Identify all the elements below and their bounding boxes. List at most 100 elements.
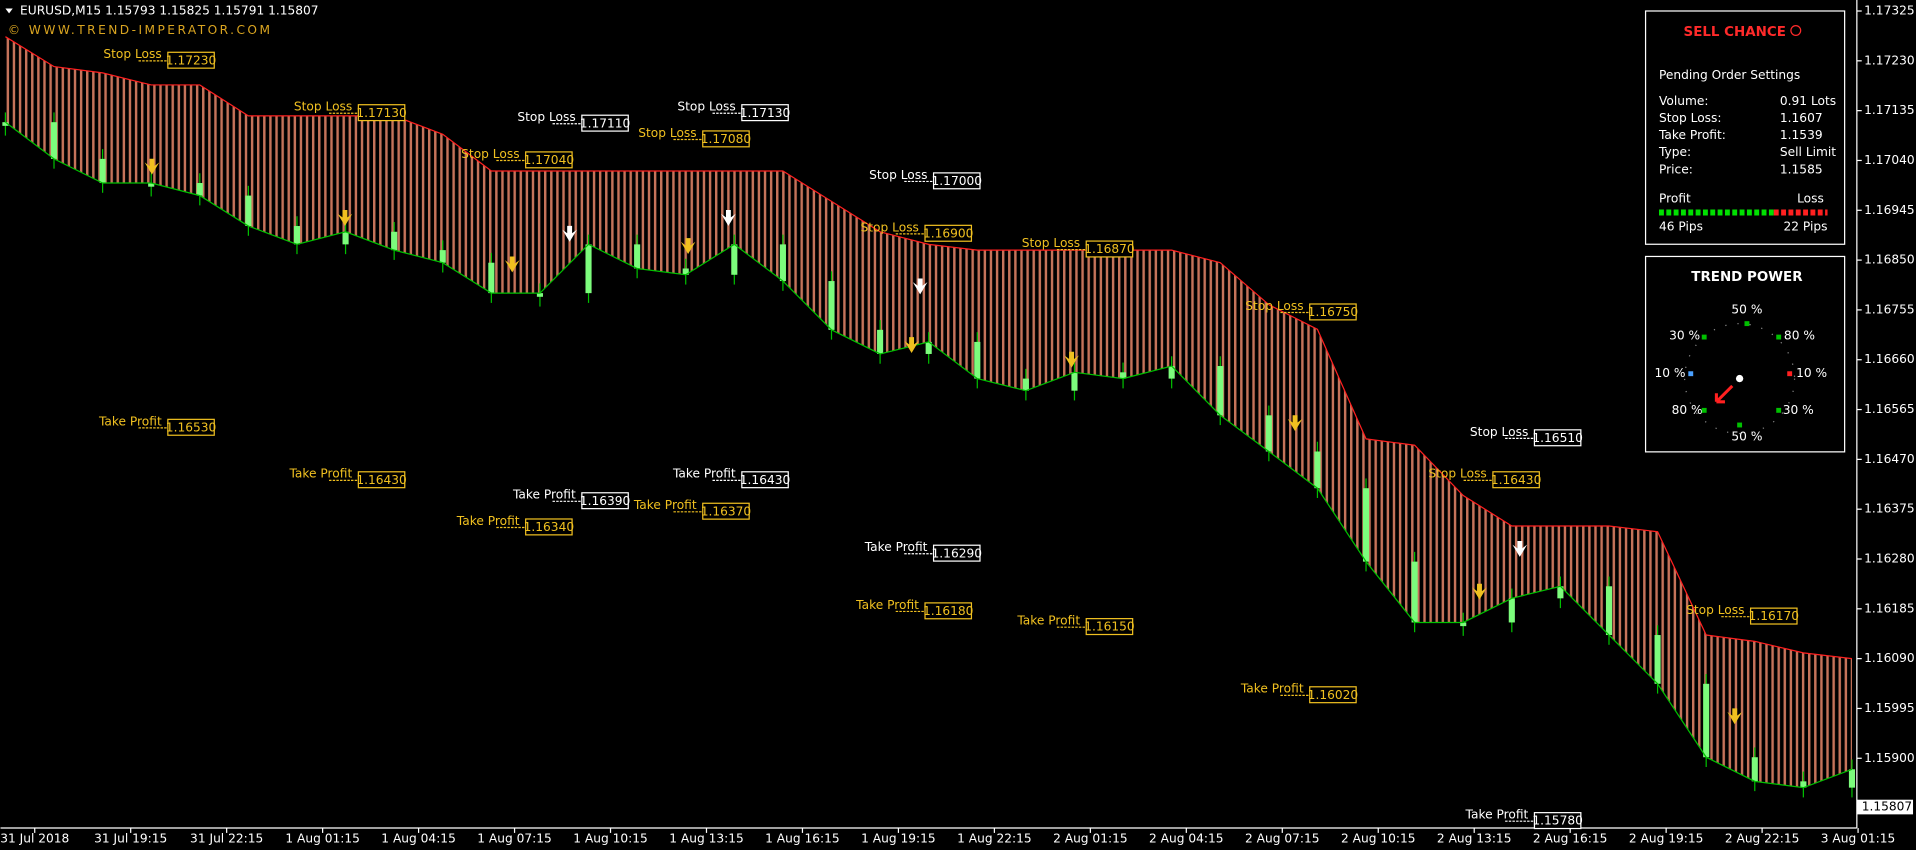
marker-label: Stop Loss [638,126,696,140]
y-tick-label: 1.15900 [1864,751,1914,765]
arrow [1287,415,1303,432]
marker-box [741,104,789,122]
y-tick-label: 1.16850 [1864,253,1914,267]
marker-box [1492,471,1540,489]
x-tick-label: 31 Jul 2018 [0,832,69,846]
marker-label: Take Profit [456,514,520,528]
marker-label: Take Profit [1016,614,1080,628]
arrow [1512,541,1528,557]
marker-box [357,471,406,489]
row-label: Volume: [1659,94,1709,108]
marker-price: 1.15780 [1532,814,1582,828]
marker-box [581,114,629,132]
panel-title: SELL CHANCE [1684,25,1786,40]
x-tick-label: 2 Aug 19:15 [1629,832,1704,846]
gauge-label: 80 % [1672,403,1703,417]
panel-frame [1644,255,1846,453]
candle [1460,622,1467,627]
row-value: Sell Limit [1780,145,1836,159]
marker-box [924,602,973,620]
marker-price: 1.16150 [1084,620,1134,634]
marker-price: 1.16530 [166,420,216,434]
marker-price: 1.16370 [701,504,751,518]
x-tick-label: 1 Aug 10:15 [573,832,648,846]
arrow [904,337,919,353]
y-tick-label: 1.17135 [1864,103,1914,117]
marker-price: 1.16390 [580,494,630,508]
marker-price: 1.16510 [1532,431,1582,445]
candle [391,231,398,251]
y-tick-label: 1.16470 [1864,452,1914,466]
marker-price: 1.16430 [1491,473,1541,487]
candle [245,195,252,227]
gauge-dot [1776,334,1782,340]
row-label: Type: [1658,145,1691,159]
marker-box [1309,686,1357,704]
marker-label: Take Profit [512,488,576,502]
y-tick-label: 1.16945 [1864,203,1914,217]
candle [1120,372,1127,379]
trend-panel: TREND POWER 50 % 80 % 10 % 30 % 50 % 80 % 10 %… [1644,255,1846,453]
arrow [1472,583,1487,600]
gauge-label: 30 % [1669,328,1700,342]
marker-price: 1.17230 [166,53,216,67]
y-tick-label: 1.17325 [1864,4,1914,18]
marker-label: Stop Loss [1022,236,1080,250]
arrow [680,238,696,255]
candle [1071,372,1078,391]
row-label: Price: [1659,162,1693,176]
marker-label: Stop Loss [861,220,919,234]
gauge-dot [1701,407,1707,413]
profit-label: Profit [1659,192,1691,206]
row-label: Take Profit: [1658,128,1726,142]
arrow [144,158,160,175]
marker-price: 1.16290 [932,546,982,560]
trend-stop-line [5,36,1853,660]
marker-label: Stop Loss [517,110,575,124]
gauge-dot [1776,407,1782,413]
marker-price: 1.17130 [356,106,406,120]
candle [585,244,592,294]
marker-label: Take Profit [864,540,928,554]
marker-price: 1.17130 [740,106,790,120]
candle [1605,586,1613,636]
row-value: 1.1585 [1780,162,1823,176]
candle [634,244,641,269]
row-value: 0.91 Lots [1780,94,1836,108]
candle [974,341,981,379]
loss-label: Loss [1797,192,1824,206]
candle [342,231,349,245]
x-tick-label: 1 Aug 04:15 [381,832,456,846]
marker-box [702,502,750,520]
candle [1217,366,1224,416]
candle [196,183,203,196]
plot-area [2,36,1856,798]
x-tick-label: 1 Aug 13:15 [669,832,744,846]
loss-pips: 22 Pips [1784,220,1828,234]
arrow [912,278,928,295]
y-tick-label: 1.16565 [1864,402,1914,416]
menu-arrow[interactable] [5,8,13,14]
candle [1362,488,1370,562]
row-value: 1.1539 [1780,128,1823,142]
marker-label: Take Profit [855,598,919,612]
gauge-label: 80 % [1784,328,1815,342]
marker-price: 1.17000 [932,174,982,188]
marker-box [924,224,973,242]
candle [1508,598,1515,623]
x-tick-label: 2 Aug 07:15 [1245,832,1320,846]
marker-label: Stop Loss [1428,467,1486,481]
marker-box [1749,607,1798,625]
x-tick-label: 2 Aug 13:15 [1437,832,1512,846]
y-tick-label: 1.16375 [1864,502,1914,516]
marker-box [581,492,629,510]
gauge-ring [1684,323,1796,435]
candle [1751,757,1758,782]
candle [1265,415,1272,452]
marker-label: Stop Loss [294,100,352,114]
x-tick-label: 1 Aug 16:15 [765,832,840,846]
marker-price: 1.16750 [1308,305,1358,319]
marker-label: Stop Loss [1686,603,1744,617]
candle [1314,451,1321,489]
